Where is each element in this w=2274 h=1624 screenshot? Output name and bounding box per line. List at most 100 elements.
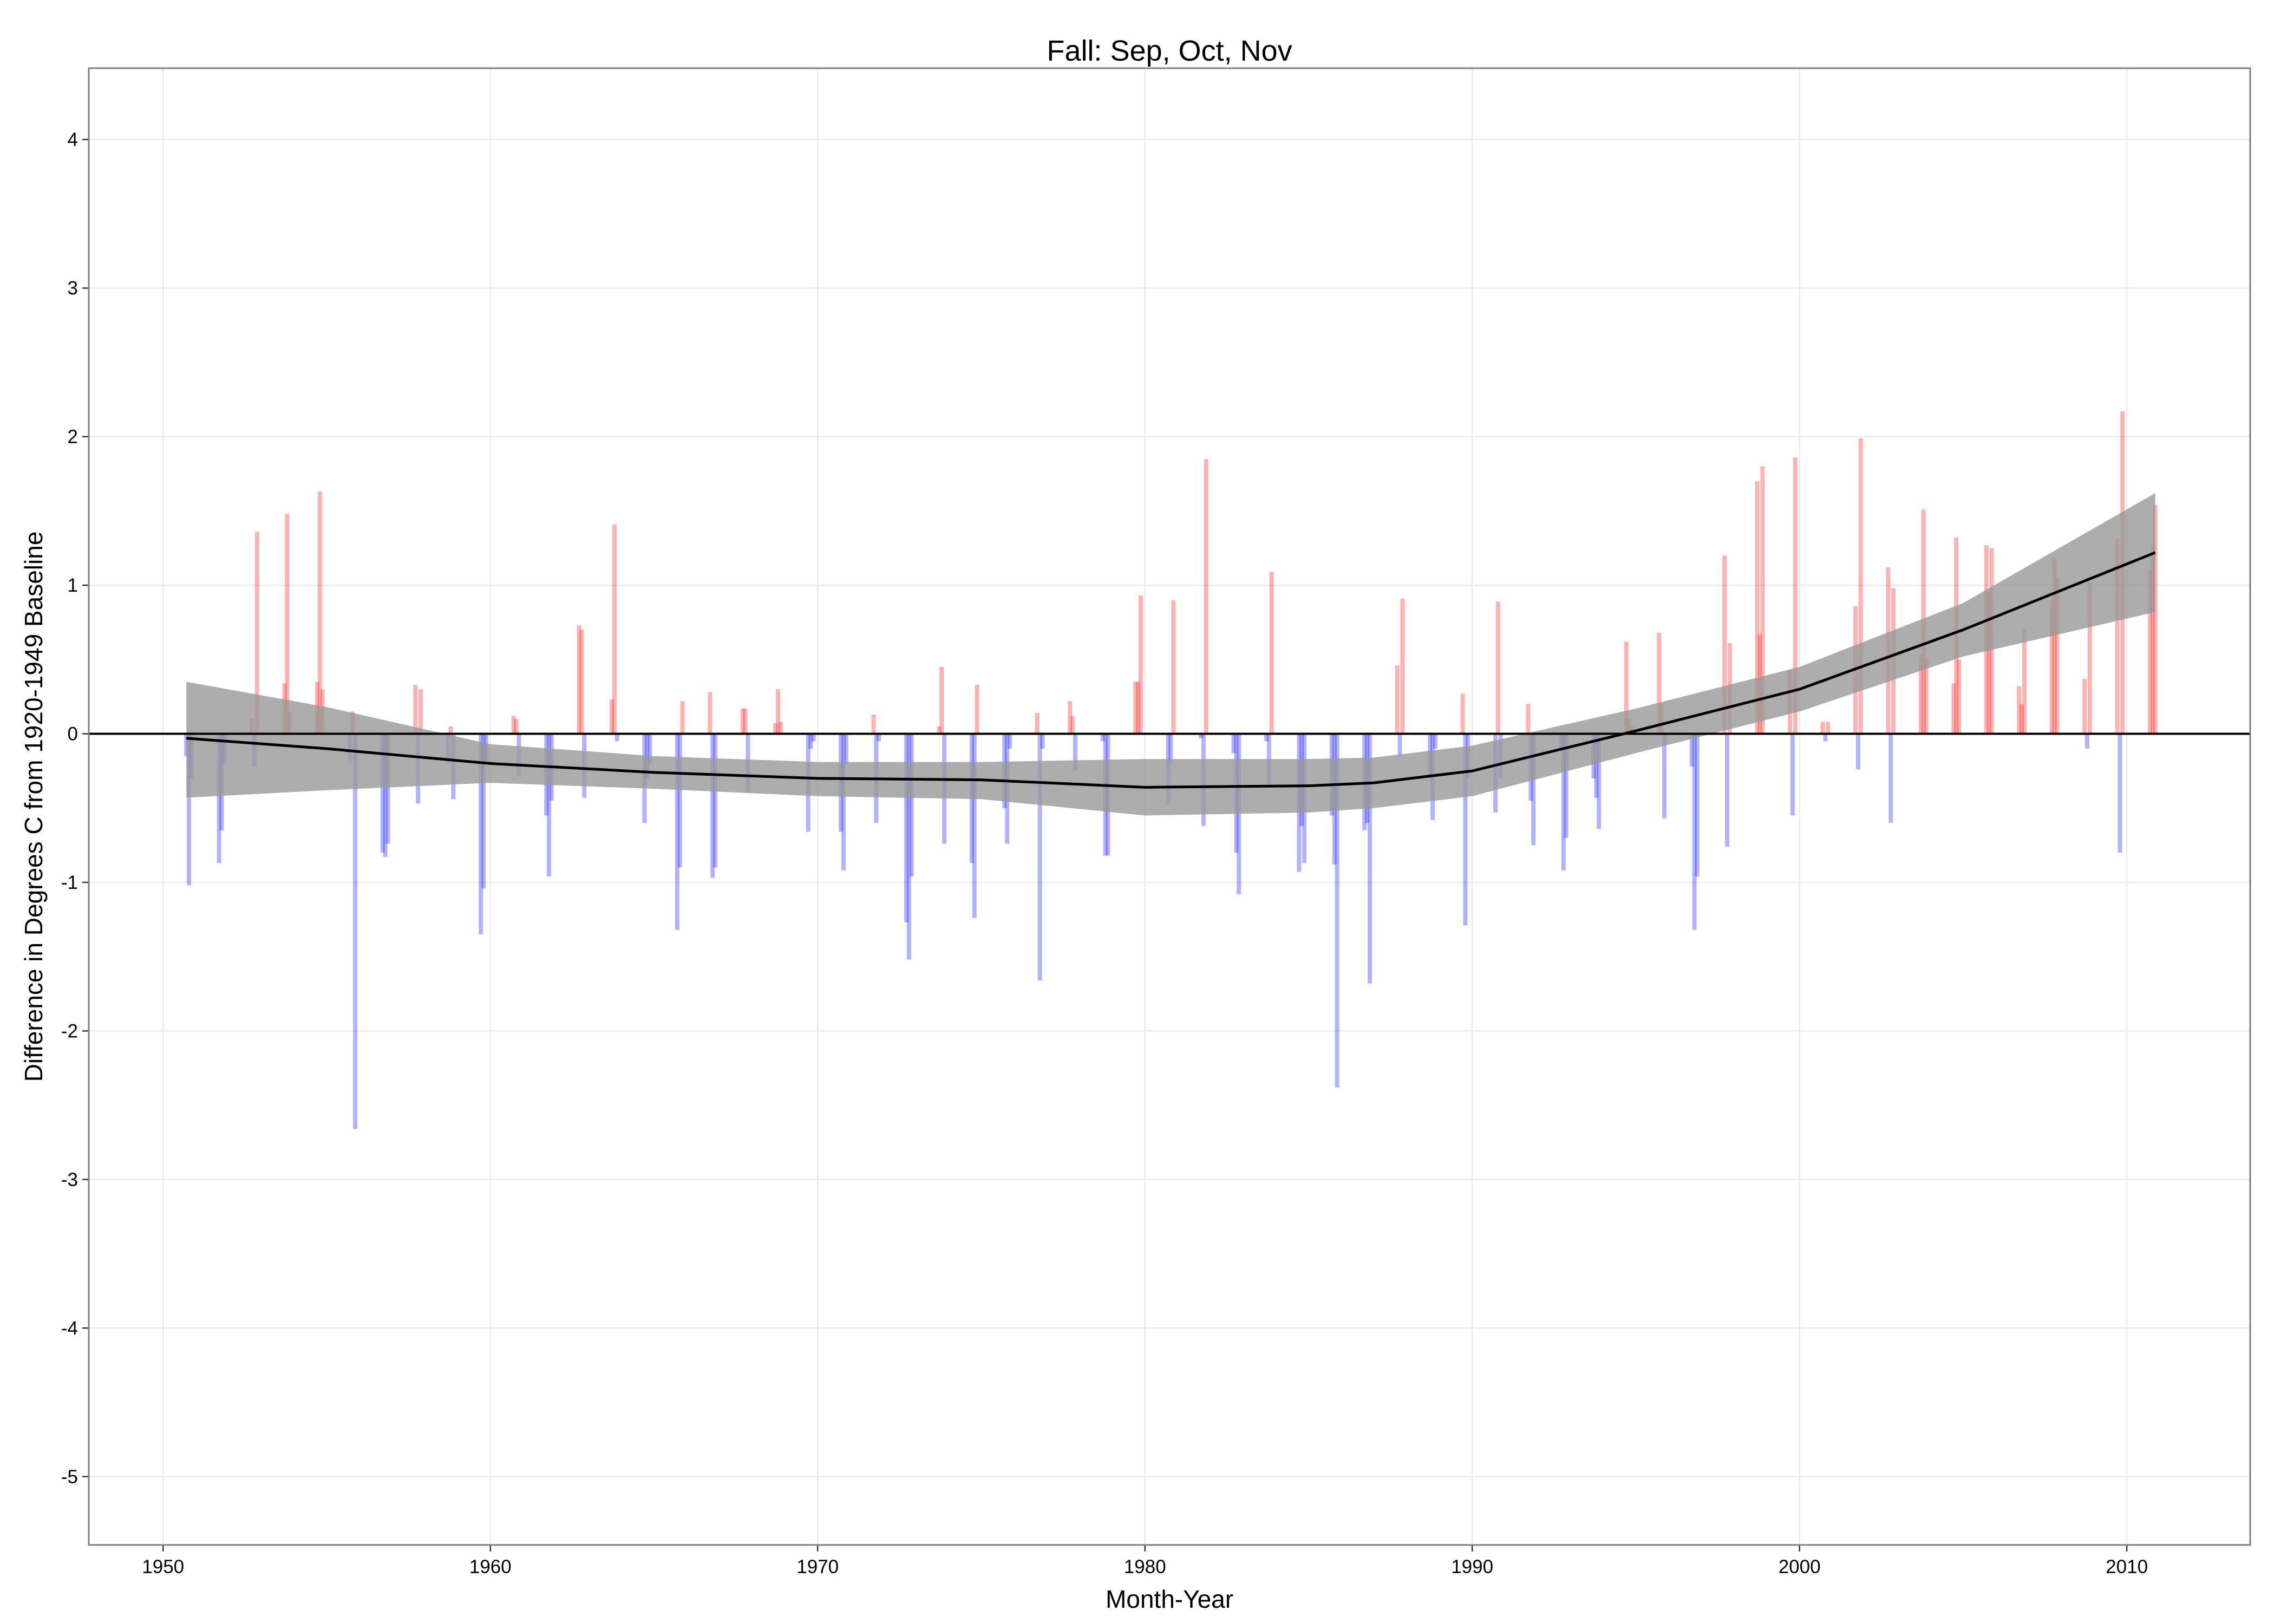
y-tick-label: -4 (61, 1318, 78, 1339)
bar (1070, 716, 1075, 734)
bar (383, 734, 388, 857)
bar (254, 532, 259, 734)
bar (1790, 734, 1795, 816)
bar (479, 734, 483, 935)
y-tick-label: -1 (61, 872, 78, 893)
x-tick-label: 1980 (1124, 1556, 1166, 1577)
bar (1397, 734, 1402, 756)
bar (680, 701, 685, 734)
bar (1689, 734, 1694, 767)
bar (1597, 734, 1602, 829)
bar (1695, 734, 1700, 876)
y-axis-label: Difference in Degrees C from 1920-1949 B… (19, 532, 48, 1082)
y-tick-label: -5 (61, 1466, 78, 1488)
bar (675, 734, 679, 930)
plot-border (88, 67, 2251, 1546)
y-tick-label: 3 (68, 278, 78, 299)
bar (1138, 595, 1143, 734)
bar (1594, 734, 1599, 798)
bar (1624, 641, 1629, 734)
bar (353, 734, 358, 1129)
bar (1526, 704, 1531, 734)
x-tick-label: 1950 (142, 1556, 184, 1577)
bar (1722, 555, 1727, 734)
bar (2148, 570, 2153, 734)
x-tick-label: 2010 (2106, 1556, 2148, 1577)
bar (648, 734, 652, 764)
bar (972, 734, 977, 918)
bar (2118, 734, 2122, 853)
bar (612, 524, 617, 734)
bar (615, 734, 619, 742)
bar (1199, 734, 1204, 738)
bar (481, 734, 486, 888)
bar (1657, 632, 1662, 734)
bar (844, 734, 848, 764)
bar (1463, 734, 1468, 926)
y-tick-label: -3 (61, 1169, 78, 1190)
bar (1073, 734, 1077, 771)
bar (1662, 734, 1667, 818)
bar (2055, 578, 2060, 734)
bar (1040, 734, 1045, 749)
bar (1135, 682, 1140, 734)
bar (808, 734, 813, 749)
bar (1725, 734, 1730, 847)
bar (546, 734, 551, 876)
bar (710, 734, 715, 878)
bar (1100, 734, 1105, 742)
bar (677, 734, 682, 868)
bar (448, 726, 453, 734)
bar (773, 723, 778, 734)
x-tick-label: 2000 (1779, 1556, 1821, 1577)
bar (1133, 682, 1138, 734)
bar (1924, 659, 1929, 734)
bar (2049, 600, 2054, 734)
bar (743, 708, 748, 734)
bar (1335, 734, 1339, 1088)
x-axis-label: Month-Year (1106, 1585, 1233, 1613)
bar (1395, 665, 1400, 734)
chart-title: Fall: Sep, Oct, Nov (1047, 35, 1292, 67)
bar (511, 716, 516, 734)
bar (909, 734, 914, 876)
bar (1237, 734, 1241, 894)
bar (1692, 734, 1697, 930)
bar (2087, 582, 2092, 734)
bar (778, 722, 783, 734)
bar (577, 625, 581, 734)
bar (871, 714, 876, 734)
confidence-band (186, 493, 2155, 816)
x-tick-label: 1960 (469, 1556, 512, 1577)
bar (1889, 734, 1893, 823)
bar (1918, 655, 1923, 734)
x-tick-label: 1970 (796, 1556, 839, 1577)
bar (1531, 734, 1536, 846)
bar (2084, 734, 2089, 749)
bar (1495, 601, 1500, 734)
bar (385, 734, 390, 844)
bar (1793, 457, 1798, 734)
bar (514, 719, 519, 734)
bar (1367, 734, 1372, 984)
bar (1823, 734, 1828, 742)
bar (776, 689, 781, 734)
bar (906, 734, 911, 960)
bar (1760, 466, 1765, 734)
bar (579, 630, 584, 734)
bar (708, 692, 713, 734)
bar (1820, 722, 1825, 734)
bar (1433, 734, 1437, 749)
bar (877, 734, 881, 742)
bar (418, 689, 423, 734)
bar (2017, 686, 2022, 734)
bar (1400, 598, 1405, 734)
bar (1037, 734, 1042, 981)
bar (1561, 734, 1566, 871)
smooth-line (186, 551, 2156, 789)
y-tick-label: 1 (68, 575, 78, 596)
bar (975, 684, 979, 734)
bar (740, 708, 745, 734)
bar (1460, 693, 1465, 734)
